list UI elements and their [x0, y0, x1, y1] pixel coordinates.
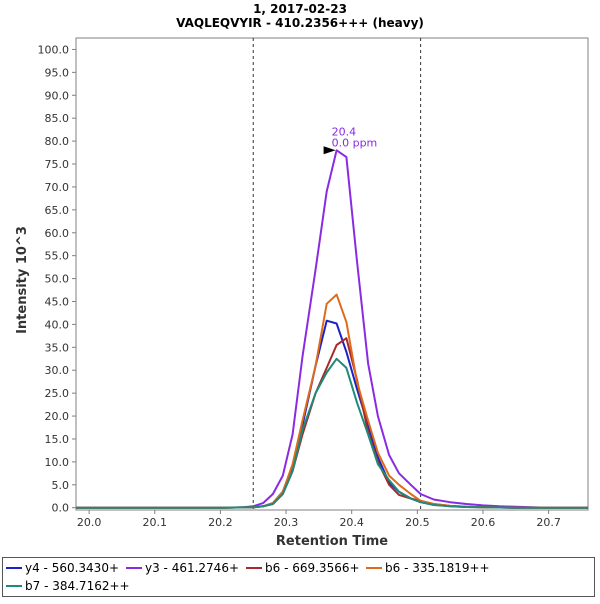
x-tick-label: 20.0: [77, 516, 102, 529]
legend-item: b6 - 335.1819++: [366, 560, 490, 576]
y-tick-label: 95.0: [45, 66, 70, 79]
y-tick-label: 100.0: [38, 43, 70, 56]
peak-marker-arrow: [323, 146, 336, 155]
plot-area: [75, 37, 589, 511]
series-line: [76, 357, 588, 509]
series-lines: [76, 149, 588, 509]
peak-rt-label: 20.4: [332, 125, 357, 138]
legend-swatch: [126, 567, 142, 569]
y-tick-label: 35.0: [45, 341, 70, 354]
y-tick-label: 20.0: [45, 410, 70, 423]
x-axis-ticks: 20.0 20.1 20.2 20.3 20.4 20.5 20.6 20.7: [77, 510, 561, 529]
y-tick-label: 75.0: [45, 158, 70, 171]
peak-annotation: 20.40.0 ppm: [323, 125, 378, 155]
legend-swatch: [6, 567, 22, 569]
legend-label: b7 - 384.7162++: [25, 579, 130, 593]
x-tick-label: 20.7: [536, 516, 561, 529]
legend-label: b6 - 669.3566+: [265, 561, 360, 575]
y-tick-label: 60.0: [45, 227, 70, 240]
y-tick-label: 55.0: [45, 250, 70, 263]
y-axis-label: Intensity 10^3: [15, 226, 30, 334]
y-tick-label: 70.0: [45, 181, 70, 194]
legend-item: y4 - 560.3430+: [6, 560, 119, 576]
y-tick-label: 40.0: [45, 318, 70, 331]
y-tick-label: 45.0: [45, 295, 70, 308]
legend-swatch: [246, 567, 262, 569]
y-tick-label: 10.0: [45, 456, 70, 469]
x-axis-label: Retention Time: [276, 534, 388, 549]
x-tick-label: 20.3: [274, 516, 299, 529]
x-tick-label: 20.4: [339, 516, 364, 529]
y-tick-label: 90.0: [45, 89, 70, 102]
x-tick-label: 20.6: [471, 516, 496, 529]
y-tick-label: 80.0: [45, 135, 70, 148]
y-tick-label: 0.0: [52, 502, 70, 515]
y-tick-label: 85.0: [45, 112, 70, 125]
y-tick-label: 65.0: [45, 204, 70, 217]
legend-swatch: [366, 567, 382, 569]
legend-item: y3 - 461.2746+: [126, 560, 239, 576]
y-tick-label: 15.0: [45, 433, 70, 446]
integration-boundaries: [252, 38, 422, 510]
chart-legend: y4 - 560.3430+ y3 - 461.2746+ b6 - 669.356…: [2, 557, 595, 597]
y-tick-label: 30.0: [45, 364, 70, 377]
legend-item: b6 - 669.3566+: [246, 560, 360, 576]
peak-ppm-label: 0.0 ppm: [332, 136, 378, 149]
x-tick-label: 20.1: [143, 516, 168, 529]
legend-swatch: [6, 585, 22, 587]
x-tick-label: 20.5: [405, 516, 430, 529]
x-tick-label: 20.2: [208, 516, 233, 529]
legend-label: y4 - 560.3430+: [25, 561, 120, 575]
legend-label: b6 - 335.1819++: [385, 561, 490, 575]
y-tick-label: 5.0: [52, 479, 70, 492]
y-axis-ticks: 0.0 5.0 10.0 15.0 20.0 25.0 30.0 35.0 40.0 45.0 50…: [38, 43, 76, 515]
y-tick-label: 50.0: [45, 273, 70, 286]
chart-subtitle: VAQLEQVYIR - 410.2356+++ (heavy): [176, 16, 424, 30]
legend-label: y3 - 461.2746+: [145, 561, 240, 575]
chart-title: 1, 2017-02-23: [253, 2, 347, 16]
legend-item: b7 - 384.7162++: [6, 578, 130, 594]
y-tick-label: 25.0: [45, 387, 70, 400]
